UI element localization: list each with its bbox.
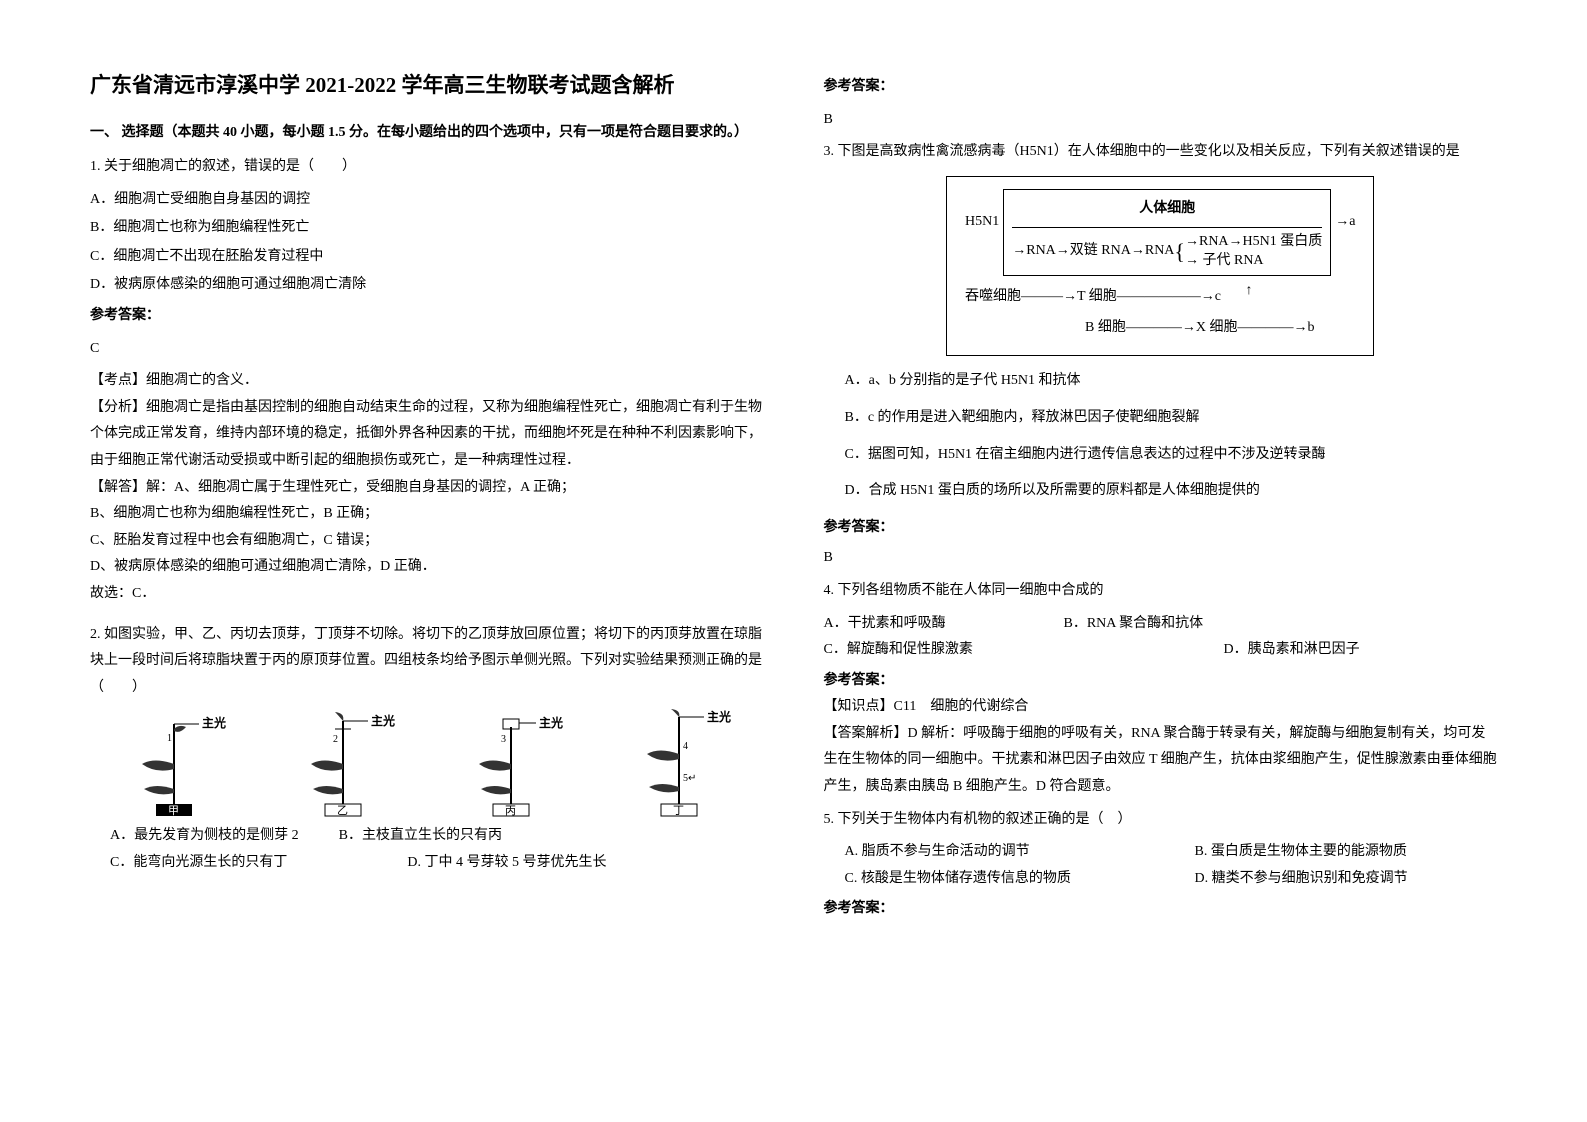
left-column: 广东省清远市淳溪中学 2021-2022 学年高三生物联考试题含解析 一、 选择… — [90, 70, 764, 1082]
q3-opt-b: B．c 的作用是进入靶细胞内，释放淋巴因子使靶细胞裂解 — [824, 405, 1498, 432]
q1-jieda: 【解答】解：A、细胞凋亡属于生理性死亡，受细胞自身基因的调控，A 正确； — [90, 475, 764, 502]
q1-stem: 1. 关于细胞凋亡的叙述，错误的是（ ） — [90, 154, 764, 181]
q1-opt-a: A．细胞凋亡受细胞自身基因的调控 — [90, 187, 764, 214]
q1-exp-b: B、细胞凋亡也称为细胞编程性死亡，B 正确； — [90, 501, 764, 528]
q5-opt-c: C. 核酸是生物体储存遗传信息的物质 — [824, 866, 1134, 893]
q2-options-row2: C．能弯向光源生长的只有丁 D. 丁中 4 号芽较 5 号芽优先生长 — [90, 850, 764, 877]
q5-opt-a: A. 脂质不参与生命活动的调节 — [824, 839, 1134, 866]
q1-opt-b: B．细胞凋亡也称为细胞编程性死亡 — [90, 215, 764, 242]
q4-opt-d: D．胰岛素和淋巴因子 — [1224, 637, 1360, 664]
svg-text:丙: 丙 — [505, 805, 516, 817]
q4-stem: 4. 下列各组物质不能在人体同一细胞中合成的 — [824, 578, 1498, 605]
q4-opt-c: C．解旋酶和促性腺激素 — [824, 637, 1184, 664]
q2-answer-label: 参考答案： — [824, 74, 1498, 101]
q2-options-row1: A．最先发育为侧枝的是侧芽 2 B．主枝直立生长的只有丙 — [90, 823, 764, 850]
q2-stem: 2. 如图实验，甲、乙、丙切去顶芽，丁顶芽不切除。将切下的乙顶芽放回原位置；将切… — [90, 622, 764, 702]
q2-opt-a: A．最先发育为侧枝的是侧芽 2 — [110, 823, 299, 850]
q5-opt-d: D. 糖类不参与细胞识别和免疫调节 — [1174, 866, 1408, 893]
q1-fenxi: 【分析】细胞凋亡是指由基因控制的细胞自动结束生命的过程，又称为细胞编程性死亡，细… — [90, 395, 764, 475]
q3-answer: B — [824, 545, 1498, 572]
diagram-branch-1: →RNA→H5N1 蛋白质 — [1185, 232, 1322, 252]
plant-bing-icon: 3 主光 丙 — [451, 709, 571, 819]
q2-answer: B — [824, 107, 1498, 134]
exam-title: 广东省清远市淳溪中学 2021-2022 学年高三生物联考试题含解析 — [90, 70, 764, 102]
q5-options-row1: A. 脂质不参与生命活动的调节 B. 蛋白质是生物体主要的能源物质 — [824, 839, 1498, 866]
svg-text:3: 3 — [501, 734, 506, 745]
svg-text:1: 1 — [167, 733, 172, 744]
q1-exp-c: C、胚胎发育过程中也会有细胞凋亡，C 错误； — [90, 528, 764, 555]
svg-text:主光: 主光 — [202, 715, 226, 730]
q4-opt-b: B．RNA 聚合酶和抗体 — [1064, 611, 1204, 638]
plant-ding-icon: 4 5↵ 主光 丁 — [619, 709, 739, 819]
q5-opt-b: B. 蛋白质是生物体主要的能源物质 — [1174, 839, 1407, 866]
q2-opt-d: D. 丁中 4 号芽较 5 号芽优先生长 — [407, 850, 606, 877]
svg-text:4: 4 — [683, 741, 688, 752]
plant-jia-icon: 1 主光 甲 — [114, 709, 234, 819]
q1-kaodian: 【考点】细胞凋亡的含义． — [90, 368, 764, 395]
q5-answer-label: 参考答案： — [824, 896, 1498, 923]
svg-text:主光: 主光 — [539, 715, 563, 730]
q5-stem: 5. 下列关于生物体内有机物的叙述正确的是（ ） — [824, 807, 1498, 834]
q4-options-row2: C．解旋酶和促性腺激素 D．胰岛素和淋巴因子 — [824, 637, 1498, 664]
svg-text:丁: 丁 — [673, 805, 684, 817]
q3-answer-label: 参考答案： — [824, 515, 1498, 542]
q4-knowledge: 【知识点】C11 细胞的代谢综合 — [824, 694, 1498, 721]
q2-opt-b: B．主枝直立生长的只有丙 — [339, 823, 502, 850]
svg-text:乙: 乙 — [337, 804, 348, 817]
q4-answer-label: 参考答案： — [824, 668, 1498, 695]
q4-opt-a: A．干扰素和呼吸酶 — [824, 611, 1024, 638]
plant-yi-icon: 2 主光 乙 — [283, 709, 403, 819]
q3-diagram: H5N1 人体细胞 →RNA→双链 RNA→RNA { →RNA→H5N1 蛋白… — [824, 176, 1498, 357]
q3-opt-c: C．据图可知，H5N1 在宿主细胞内进行遗传信息表达的过程中不涉及逆转录酶 — [824, 442, 1498, 469]
q3-opt-a: A．a、b 分别指的是子代 H5N1 和抗体 — [824, 368, 1498, 395]
q2-opt-c: C．能弯向光源生长的只有丁 — [110, 850, 287, 877]
q3-stem: 3. 下图是高致病性禽流感病毒（H5N1）在人体细胞中的一些变化以及相关反应，下… — [824, 139, 1498, 166]
q1-answer: C — [90, 336, 764, 363]
diagram-cell-label: 人体细胞 — [1012, 194, 1322, 228]
q2-figure: 1 主光 甲 2 主光 乙 — [90, 709, 764, 819]
q1-guxuan: 故选：C． — [90, 581, 764, 608]
svg-text:甲: 甲 — [168, 805, 179, 817]
q1-opt-d: D．被病原体感染的细胞可通过细胞凋亡清除 — [90, 272, 764, 299]
q5-options-row2: C. 核酸是生物体储存遗传信息的物质 D. 糖类不参与细胞识别和免疫调节 — [824, 866, 1498, 893]
diagram-branch-2: → 子代 RNA — [1185, 251, 1322, 271]
q1-answer-label: 参考答案： — [90, 303, 764, 330]
svg-text:主光: 主光 — [371, 713, 395, 728]
q4-options-row1: A．干扰素和呼吸酶 B．RNA 聚合酶和抗体 — [824, 611, 1498, 638]
svg-text:主光: 主光 — [707, 709, 731, 724]
q1-opt-c: C．细胞凋亡不出现在胚胎发育过程中 — [90, 244, 764, 271]
q4-jiexi: 【答案解析】D 解析：呼吸酶于细胞的呼吸有关，RNA 聚合酶于转录有关，解旋酶与… — [824, 721, 1498, 801]
q1-exp-d: D、被病原体感染的细胞可通过细胞凋亡清除，D 正确． — [90, 554, 764, 581]
section-1-heading: 一、 选择题（本题共 40 小题，每小题 1.5 分。在每小题给出的四个选项中，… — [90, 120, 764, 147]
q3-opt-d: D．合成 H5N1 蛋白质的场所以及所需要的原料都是人体细胞提供的 — [824, 478, 1498, 505]
svg-text:5↵: 5↵ — [683, 773, 696, 784]
right-column: 参考答案： B 3. 下图是高致病性禽流感病毒（H5N1）在人体细胞中的一些变化… — [824, 70, 1498, 1082]
svg-text:2: 2 — [333, 734, 338, 745]
